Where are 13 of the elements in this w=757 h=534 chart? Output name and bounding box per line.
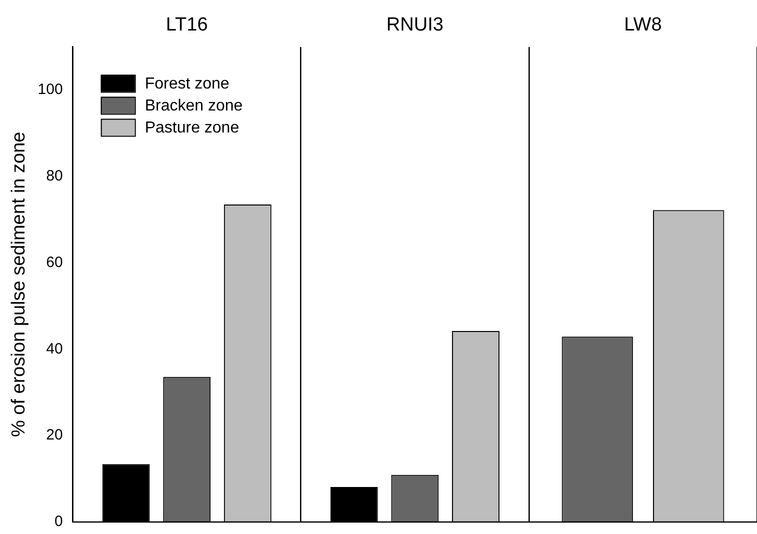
y-axis-title: % of erosion pulse sediment in zone (8, 132, 30, 438)
y-tick-label: 60 (46, 254, 63, 271)
x-tick-label: RNUI3 (386, 14, 444, 36)
y-tick-label: 0 (54, 513, 63, 530)
y-tick-label: 80 (46, 168, 63, 185)
y-tick-label: 100 (38, 81, 63, 98)
y-tick-label: 40 (46, 340, 63, 358)
legend-label: Pasture zone (144, 120, 240, 137)
y-tick-label: 20 (46, 426, 63, 444)
x-tick-label: LT16 (166, 14, 208, 36)
legend-label: Bracken zone (144, 98, 243, 115)
x-tick-label: LW8 (624, 14, 662, 36)
legend-label: Forest zone (144, 76, 230, 93)
